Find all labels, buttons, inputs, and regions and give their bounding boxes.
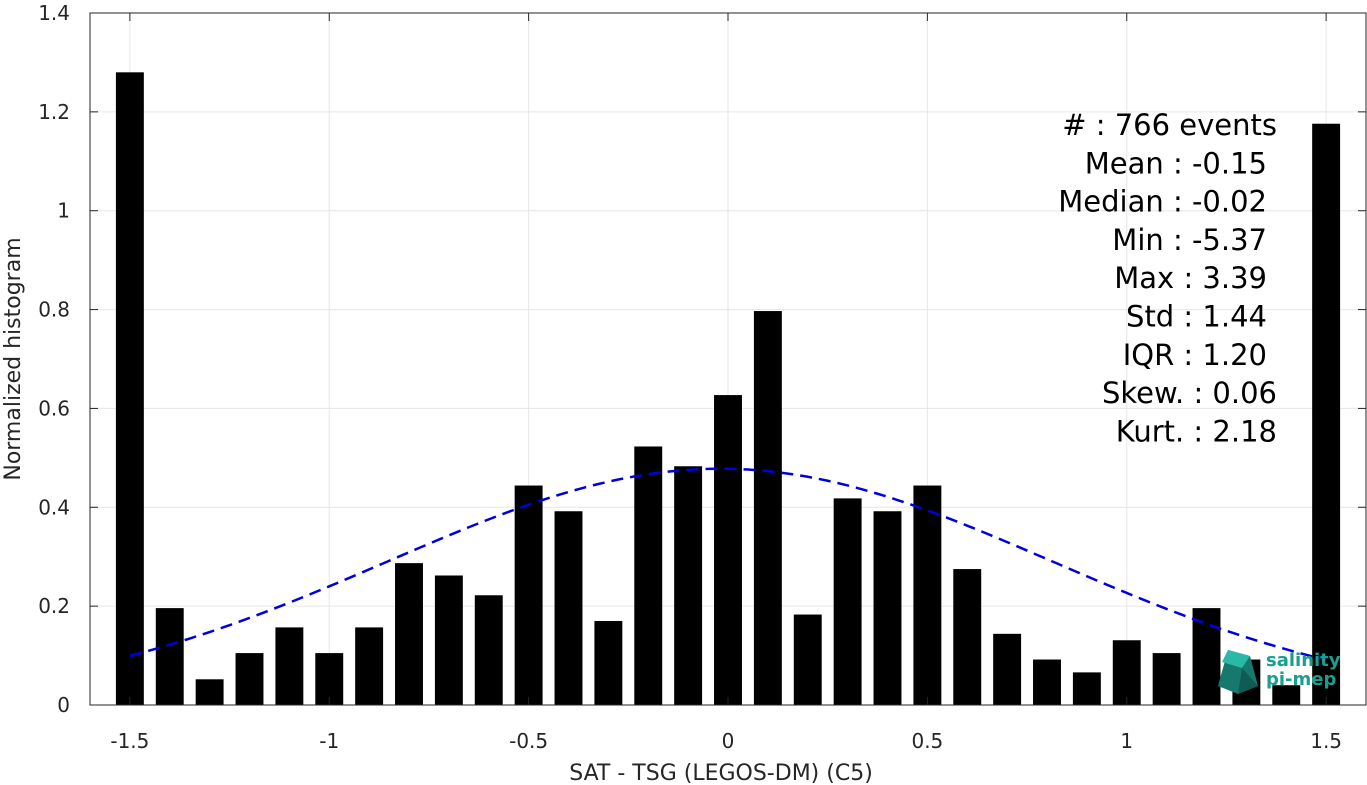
histogram-bar — [315, 653, 344, 705]
histogram-bar — [594, 620, 623, 705]
histogram-bar — [953, 569, 982, 705]
histogram-bar — [913, 485, 942, 705]
stat-line: Skew. : 0.06 — [1102, 376, 1277, 410]
y-tick-label: 0.6 — [38, 396, 70, 420]
histogram-bar — [195, 679, 224, 705]
x-tick-label: -0.5 — [509, 729, 548, 753]
histogram-bar — [434, 575, 463, 705]
histogram-bar — [1192, 608, 1221, 705]
stat-line: Std : 1.44 — [1126, 300, 1267, 334]
stat-line: Min : -5.37 — [1112, 223, 1267, 257]
y-tick-label: 0.8 — [38, 298, 70, 322]
histogram-bar — [674, 466, 703, 705]
histogram-bar — [753, 311, 782, 705]
logo-line1: salinity — [1266, 650, 1341, 671]
stat-line: Max : 3.39 — [1114, 261, 1267, 295]
x-tick-label: 0.5 — [911, 729, 943, 753]
histogram-bar — [873, 511, 902, 705]
histogram-bar — [634, 446, 663, 705]
histogram-bar — [1152, 653, 1181, 705]
histogram-bar — [993, 633, 1022, 705]
y-tick-label: 1.2 — [38, 100, 70, 124]
histogram-bar — [1033, 659, 1061, 705]
histogram-bar — [275, 627, 304, 705]
histogram-bar — [355, 627, 384, 705]
histogram-bar — [833, 498, 862, 705]
cube-icon — [1218, 650, 1258, 694]
stats-box: # : 766 events Mean : -0.15 Median : -0.02… — [1058, 108, 1277, 448]
histogram-bar — [1312, 123, 1341, 706]
y-tick-label: 1.4 — [38, 1, 70, 25]
stat-line: Mean : -0.15 — [1085, 146, 1267, 180]
stat-line: IQR : 1.20 — [1123, 338, 1267, 372]
histogram-bar — [474, 595, 503, 705]
stat-line: # : 766 events — [1062, 108, 1277, 142]
histogram-bar — [793, 614, 822, 705]
y-tick-label: 0.2 — [38, 594, 70, 618]
histogram-bar — [155, 608, 184, 705]
histogram-bar — [395, 563, 423, 705]
x-tick-label: 0 — [722, 729, 735, 753]
histogram-bar — [714, 395, 742, 705]
histogram-bar — [235, 653, 264, 705]
y-tick-label: 0 — [57, 693, 70, 717]
stat-line: Kurt. : 2.18 — [1116, 414, 1277, 448]
y-tick-label: 0.4 — [38, 495, 70, 519]
x-tick-label: -1.5 — [110, 729, 149, 753]
y-axis-label: Normalized histogram — [1, 237, 26, 480]
histogram-bar — [1272, 685, 1301, 705]
x-axis-ticks: -1.5 -1 -0.5 0 0.5 1 1.5 — [110, 13, 1342, 753]
histogram-bar — [514, 485, 543, 705]
x-tick-label: -1 — [319, 729, 339, 753]
x-tick-label: 1 — [1120, 729, 1133, 753]
normal-fit-curve — [129, 467, 1327, 662]
stat-line: Median : -0.02 — [1058, 185, 1267, 219]
histogram-bar — [115, 72, 144, 706]
histogram-bar — [1112, 640, 1141, 705]
histogram-bar — [1072, 672, 1101, 705]
histogram-bar — [554, 511, 583, 705]
y-tick-label: 1 — [57, 199, 70, 223]
salinity-pi-mep-logo: salinity pi-mep — [1218, 650, 1341, 694]
x-axis-label: SAT - TSG (LEGOS-DM) (C5) — [569, 761, 873, 785]
bars — [115, 72, 1341, 706]
logo-line2: pi-mep — [1266, 669, 1336, 690]
grid — [90, 12, 1366, 706]
x-tick-label: 1.5 — [1310, 729, 1342, 753]
y-axis-ticks: 0 0.2 0.4 0.6 0.8 1 1.2 1.4 — [38, 1, 1366, 717]
